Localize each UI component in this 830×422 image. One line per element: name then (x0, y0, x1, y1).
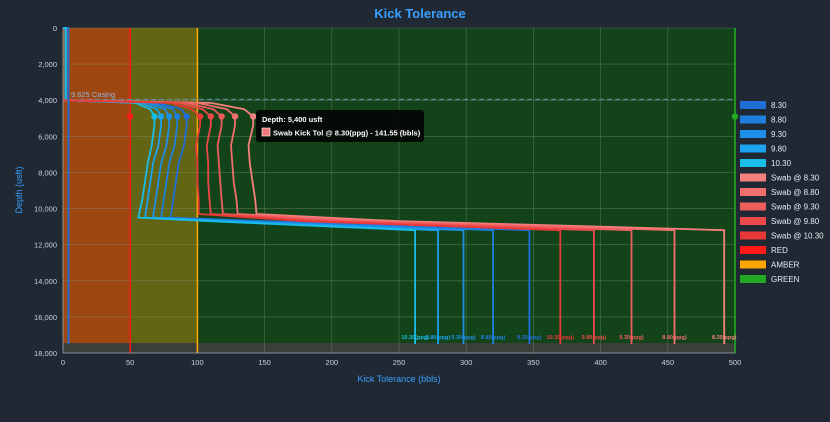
end-label-swab-9-80: 9.80(ppg) (582, 335, 607, 341)
legend-label-swab-9-30: Swab @ 9.30 (771, 203, 820, 212)
x-tick-label: 300 (460, 358, 473, 367)
tooltip-text: Swab Kick Tol @ 8.30(ppg) - 141.55 (bbls… (273, 129, 421, 138)
legend-swatch-10-30 (740, 159, 766, 167)
marker-swab-9-80 (207, 113, 215, 120)
tooltip-swatch (261, 127, 271, 137)
casing-line: 9.625 Casing (63, 90, 735, 100)
legend-swatch-green (740, 275, 766, 283)
series-line-8-30 (62, 99, 531, 344)
chart-title: Kick Tolerance (374, 6, 466, 21)
legend-label-swab-9-80: Swab @ 9.80 (771, 217, 820, 226)
axes: 0 50 100 150 200 250 300 350 400 450 500 0 2,000 4,00… (34, 24, 741, 367)
legend-swatch-red (740, 246, 766, 254)
legend-label-8-80: 8.80 (771, 116, 787, 125)
end-label-swab-8-30: 8.30(ppg) (712, 335, 737, 341)
legend-label-swab-10-30: Swab @ 10.30 (771, 232, 824, 241)
legend-label-swab-8-80: Swab @ 8.80 (771, 188, 820, 197)
y-tick-label: 18,000 (34, 349, 57, 358)
legend-swatch-amber (740, 260, 766, 269)
marker-8-80 (174, 113, 181, 120)
y-tick-label: 16,000 (34, 313, 57, 322)
marker-swab-8-30 (250, 113, 257, 120)
legend-swatch-8-80 (740, 115, 766, 124)
x-tick-label: 100 (191, 358, 204, 367)
marker-swab-9-30 (218, 113, 225, 120)
legend-label-9-30: 9.30 (771, 130, 787, 139)
tooltip-title: Depth: 5,400 usft (262, 115, 323, 124)
x-tick-label: 50 (126, 358, 134, 367)
end-label-9-80: 9.80(ppg) (426, 335, 451, 341)
end-label-10-30: 10.30(ppg) (401, 335, 429, 341)
series-lines (62, 27, 726, 344)
y-tick-label: 14,000 (34, 277, 57, 286)
legend-label-8-30: 8.30 (771, 101, 787, 110)
y-tick-label: 12,000 (34, 241, 57, 250)
end-label-8-80: 8.80(ppg) (481, 335, 506, 341)
x-axis-label: Kick Tolerance (bbls) (357, 374, 440, 384)
legend-label-amber: AMBER (771, 261, 800, 270)
series-line-swab-10-30 (62, 99, 562, 344)
legend-swatch-9-80 (740, 144, 766, 153)
y-tick-label: 0 (53, 24, 57, 33)
marker-swab-8-80 (231, 113, 239, 120)
x-tick-label: 250 (393, 358, 406, 367)
legend-swatch-swab-9-30 (740, 202, 766, 211)
legend-label-9-80: 9.80 (771, 145, 787, 154)
y-tick-label: 10,000 (34, 205, 57, 214)
legend-swatch-swab-8-80 (740, 188, 766, 196)
end-label-swab-9-30: 9.30(ppg) (619, 335, 644, 341)
legend-swatch-9-30 (740, 130, 766, 138)
marker-9-80 (157, 113, 165, 120)
drill-line-10-30 (63, 27, 67, 100)
x-tick-label: 450 (662, 358, 675, 367)
y-axis-label: Depth (usft) (14, 166, 24, 213)
marker-8-30 (183, 113, 190, 120)
marker-red (127, 113, 134, 120)
series-line-swab-9-30 (62, 99, 633, 344)
y-tick-label: 8,000 (38, 168, 57, 177)
series-line-swab-8-80 (62, 99, 676, 344)
series-line-10-30 (62, 99, 416, 344)
x-tick-label: 350 (527, 358, 540, 367)
end-label-9-30: 9.30(ppg) (451, 335, 476, 341)
casing-label: 9.625 Casing (71, 90, 115, 99)
legend-swatch-8-30 (740, 101, 766, 109)
x-tick-label: 150 (258, 358, 271, 367)
x-tick-label: 0 (61, 358, 65, 367)
legend-label-green: GREEN (771, 275, 800, 284)
marker-9-30 (165, 113, 173, 120)
legend-swatch-swab-9-80 (740, 217, 766, 225)
x-tick-label: 400 (594, 358, 607, 367)
legend-label-10-30: 10.30 (771, 159, 792, 168)
end-label-swab-10-30: 10.30(ppg) (547, 335, 575, 341)
series-line-swab-8-30 (62, 99, 726, 344)
y-tick-label: 4,000 (38, 96, 57, 105)
zone-band-red (63, 28, 131, 343)
zone-band-amber (130, 28, 198, 343)
marker-10-30 (151, 113, 158, 120)
x-tick-label: 500 (729, 358, 742, 367)
end-labels: 8.30(ppg)8.80(ppg)9.30(ppg)9.80(ppg)10.3… (401, 335, 736, 341)
series-line-swab-9-80 (62, 99, 595, 344)
y-tick-label: 6,000 (38, 132, 57, 141)
tooltip: Depth: 5,400 usft Swab Kick Tol @ 8.30(pp… (256, 110, 424, 142)
end-label-8-30: 8.30(ppg) (517, 335, 542, 341)
legend-swatch-swab-8-30 (740, 173, 766, 182)
x-tick-label: 200 (326, 358, 339, 367)
series-markers (127, 113, 739, 120)
tooltip-box (256, 110, 424, 142)
legend-swatch-swab-10-30 (740, 231, 766, 240)
marker-swab-10-30 (196, 113, 204, 120)
legend: 8.30 8.80 9.30 9.80 10.30 Swab @ 8.30 Swab @ 8… (740, 101, 824, 284)
y-tick-label: 2,000 (38, 60, 57, 69)
end-label-swab-8-80: 8.80(ppg) (662, 335, 687, 341)
marker-green (731, 113, 739, 120)
series-line-8-80 (62, 99, 494, 344)
legend-label-red: RED (771, 246, 788, 255)
legend-label-swab-8-30: Swab @ 8.30 (771, 174, 820, 183)
